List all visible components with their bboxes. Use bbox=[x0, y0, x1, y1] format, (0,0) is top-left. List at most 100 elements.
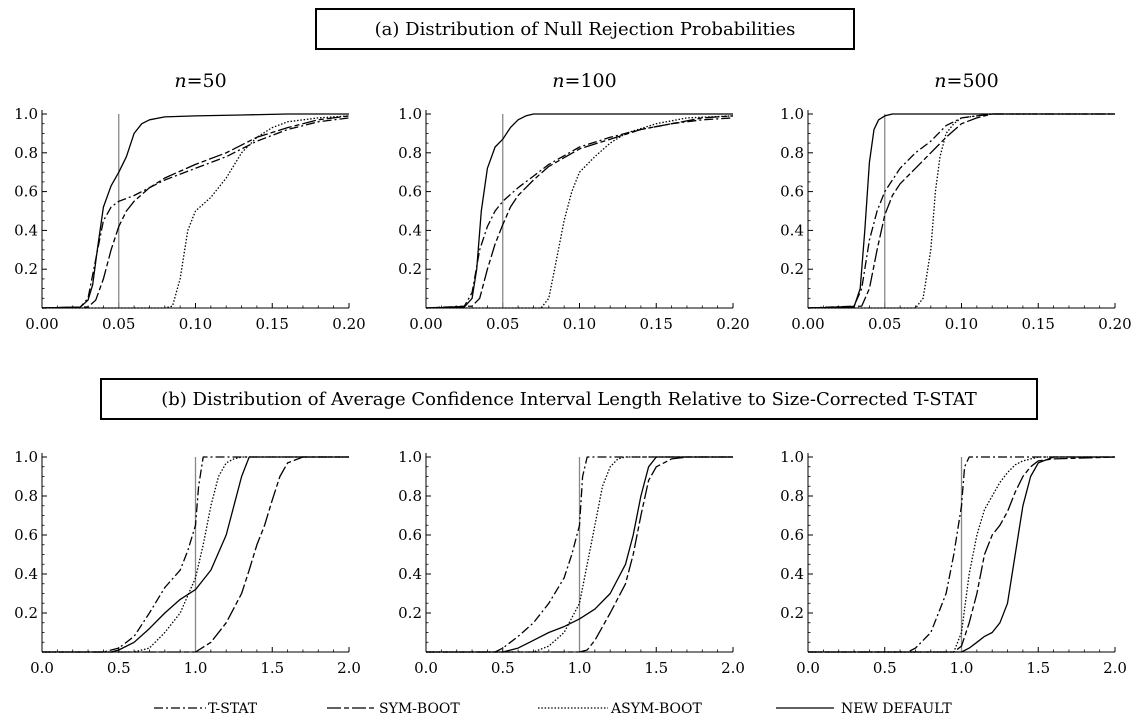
legend: T-STAT SYM-BOOT ASYM-BOOT NEW DEFAULT bbox=[154, 701, 952, 717]
plot-b-2: 0.0 0.5 1.0 1.5 2.0 0.2 0.4 0.6 0.8 1.0 bbox=[398, 448, 745, 677]
y-tick-label: 0.2 bbox=[780, 604, 804, 622]
x-tick-label: 0.00 bbox=[409, 315, 442, 333]
y-tick-label: 0.4 bbox=[780, 221, 804, 239]
x-tick-label: 1.5 bbox=[1026, 659, 1050, 677]
x-tick-label: 2.0 bbox=[1103, 659, 1127, 677]
legend-label: T-STAT bbox=[208, 701, 258, 717]
y-tick-label: 0.8 bbox=[14, 487, 38, 505]
series-line-t-stat bbox=[41, 117, 350, 309]
sample-size-label: n=500 bbox=[934, 70, 998, 92]
x-tick-label: 0.20 bbox=[716, 315, 749, 333]
panel-a-title: (a) Distribution of Null Rejection Proba… bbox=[315, 8, 855, 50]
x-tick-label: 0.15 bbox=[256, 315, 289, 333]
plot-b-3: 0.0 0.5 1.0 1.5 2.0 0.2 0.4 0.6 0.8 1.0 bbox=[780, 448, 1127, 677]
y-tick-label: 0.6 bbox=[398, 526, 422, 544]
series-line-new-default bbox=[42, 456, 349, 653]
legend-label: ASYM-BOOT bbox=[610, 701, 703, 717]
panel-b-title: (b) Distribution of Average Confidence I… bbox=[100, 378, 1038, 420]
series-line-t-stat bbox=[426, 456, 733, 653]
series-line-asym-boot bbox=[42, 456, 349, 653]
x-tick-label: 1.5 bbox=[260, 659, 284, 677]
x-tick-label: 0.10 bbox=[563, 315, 596, 333]
y-tick-label: 1.0 bbox=[14, 448, 38, 466]
x-tick-label: 0.00 bbox=[25, 315, 58, 333]
series-line-sym-boot bbox=[807, 113, 1115, 309]
y-tick-label: 0.4 bbox=[14, 221, 38, 239]
y-tick-label: 0.8 bbox=[780, 487, 804, 505]
x-tick-label: 0.5 bbox=[491, 659, 515, 677]
x-tick-label: 0.0 bbox=[414, 659, 438, 677]
y-tick-label: 1.0 bbox=[14, 105, 38, 123]
y-tick-label: 0.2 bbox=[14, 260, 38, 278]
plot-a-2: 0.00 0.05 0.10 0.15 0.20 0.2 0.4 0.6 0.8 1.0 n=100 bbox=[398, 70, 750, 333]
series-line-new-default bbox=[425, 113, 733, 309]
series-line-sym-boot bbox=[42, 456, 349, 653]
y-tick-label: 0.2 bbox=[398, 260, 422, 278]
y-tick-label: 0.2 bbox=[398, 604, 422, 622]
plot-a-3: 0.00 0.05 0.10 0.15 0.20 0.2 0.4 0.6 0.8 1.0 n=500 bbox=[780, 70, 1132, 333]
series-line-new-default bbox=[41, 113, 349, 309]
x-tick-label: 1.0 bbox=[950, 659, 974, 677]
y-tick-label: 1.0 bbox=[398, 448, 422, 466]
x-tick-label: 0.0 bbox=[30, 659, 54, 677]
series-line-sym-boot bbox=[426, 456, 733, 653]
y-tick-label: 0.6 bbox=[14, 183, 38, 201]
y-tick-label: 0.6 bbox=[780, 183, 804, 201]
x-tick-label: 0.15 bbox=[640, 315, 673, 333]
x-tick-label: 0.10 bbox=[179, 315, 212, 333]
x-tick-label: 0.20 bbox=[332, 315, 365, 333]
sample-size-label: n=50 bbox=[174, 70, 226, 92]
x-tick-label: 1.0 bbox=[184, 659, 208, 677]
y-tick-label: 0.8 bbox=[398, 144, 422, 162]
y-tick-label: 0.4 bbox=[14, 565, 38, 583]
series-line-asym-boot bbox=[426, 115, 734, 309]
x-tick-label: 2.0 bbox=[721, 659, 745, 677]
y-tick-label: 0.8 bbox=[398, 487, 422, 505]
series-line-sym-boot bbox=[41, 115, 350, 309]
x-tick-label: 0.20 bbox=[1098, 315, 1131, 333]
y-tick-label: 0.2 bbox=[14, 604, 38, 622]
sample-size-label: n=100 bbox=[552, 70, 616, 92]
series-line-t-stat bbox=[42, 456, 349, 653]
series-line-new-default bbox=[807, 113, 1115, 309]
y-tick-label: 0.4 bbox=[780, 565, 804, 583]
series-line-sym-boot bbox=[425, 115, 734, 309]
x-tick-label: 0.05 bbox=[868, 315, 901, 333]
x-tick-label: 2.0 bbox=[337, 659, 361, 677]
x-tick-label: 0.15 bbox=[1022, 315, 1055, 333]
y-tick-label: 0.4 bbox=[398, 221, 422, 239]
series-line-asym-boot bbox=[808, 113, 1115, 309]
x-tick-label: 0.00 bbox=[791, 315, 824, 333]
x-tick-label: 0.5 bbox=[873, 659, 897, 677]
x-tick-label: 0.05 bbox=[486, 315, 519, 333]
plot-b-1: 0.0 0.5 1.0 1.5 2.0 0.2 0.4 0.6 0.8 1.0 bbox=[14, 448, 361, 677]
plot-a-1: 0.00 0.05 0.10 0.15 0.20 0.2 0.4 0.6 0.8 1.0 n=50 bbox=[14, 70, 366, 333]
y-tick-label: 0.6 bbox=[780, 526, 804, 544]
x-tick-label: 1.5 bbox=[644, 659, 668, 677]
x-tick-label: 0.0 bbox=[796, 659, 820, 677]
series-line-new-default bbox=[426, 456, 733, 653]
y-tick-label: 1.0 bbox=[398, 105, 422, 123]
series-line-t-stat bbox=[425, 117, 734, 309]
legend-label: SYM-BOOT bbox=[379, 701, 460, 717]
series-line-asym-boot bbox=[42, 115, 350, 309]
y-tick-label: 1.0 bbox=[780, 105, 804, 123]
series-line-new-default bbox=[808, 456, 1115, 653]
series-line-t-stat bbox=[808, 456, 1115, 653]
legend-label: NEW DEFAULT bbox=[841, 701, 952, 717]
y-tick-label: 0.2 bbox=[780, 260, 804, 278]
x-tick-label: 0.5 bbox=[107, 659, 131, 677]
x-tick-label: 1.0 bbox=[568, 659, 592, 677]
series-line-t-stat bbox=[807, 113, 1115, 309]
y-tick-label: 1.0 bbox=[780, 448, 804, 466]
y-tick-label: 0.6 bbox=[398, 183, 422, 201]
series-line-sym-boot bbox=[808, 456, 1116, 653]
y-tick-label: 0.6 bbox=[14, 526, 38, 544]
y-tick-label: 0.8 bbox=[780, 144, 804, 162]
x-tick-label: 0.05 bbox=[102, 315, 135, 333]
x-tick-label: 0.10 bbox=[945, 315, 978, 333]
y-tick-label: 0.8 bbox=[14, 144, 38, 162]
y-tick-label: 0.4 bbox=[398, 565, 422, 583]
series-line-asym-boot bbox=[808, 456, 1115, 653]
